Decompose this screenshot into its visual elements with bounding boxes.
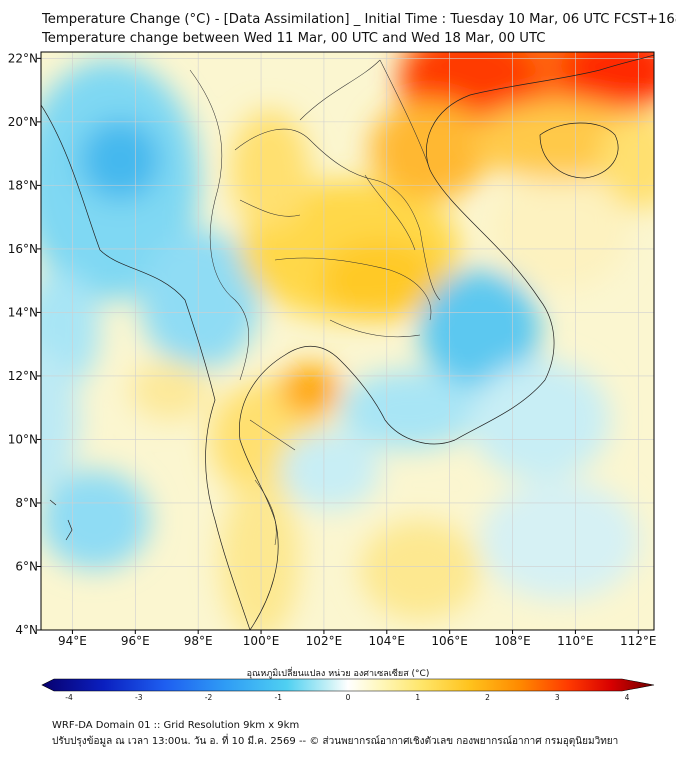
colorbar-tick-label: 1 — [415, 693, 420, 702]
map-title: Temperature Change (°C) - [Data Assimila… — [42, 12, 676, 27]
longitude-tick-label: 94°E — [58, 634, 87, 648]
longitude-tick-label: 110°E — [557, 634, 594, 648]
latitude-tick-label: 20°N — [8, 115, 38, 129]
latitude-tick-label: 12°N — [8, 369, 38, 383]
longitude-tick-label: 98°E — [184, 634, 213, 648]
colorbar-tick-label: 3 — [555, 693, 560, 702]
colorbar-label: อุณหภูมิเปลี่ยนแปลง หน่วย องศาเซลเซียส (… — [246, 669, 430, 679]
footer-credit: ปรับปรุงข้อมูล ณ เวลา 13:00น. วัน อ. ที่… — [52, 736, 619, 747]
latitude-tick-label: 18°N — [8, 178, 38, 192]
colorbar: -4 -3 -2 -1 0 1 2 3 4 — [41, 678, 655, 702]
latitude-tick-label: 22°N — [8, 51, 38, 65]
temperature-field — [41, 52, 654, 630]
colorbar-tick-label: -3 — [135, 693, 143, 702]
map-subtitle: Temperature change between Wed 11 Mar, 0… — [42, 31, 546, 46]
colorbar-tick-label: -1 — [275, 693, 283, 702]
colorbar-tick-label: 4 — [625, 693, 630, 702]
colorbar-tick-label: -4 — [65, 693, 73, 702]
colorbar-tick-label: 0 — [346, 693, 351, 702]
map-frame — [40, 51, 655, 631]
latitude-tick-label: 10°N — [8, 432, 38, 446]
latitude-tick-label: 6°N — [15, 559, 38, 573]
latitude-tick-label: 14°N — [8, 305, 38, 319]
footer-model-info: WRF-DA Domain 01 :: Grid Resolution 9km … — [52, 720, 300, 731]
longitude-tick-label: 106°E — [431, 634, 468, 648]
latitude-ticks: 22°N 20°N 18°N 16°N 14°N 12°N 10°N 8°N 6°N 4°N — [8, 51, 41, 637]
longitude-tick-label: 108°E — [494, 634, 531, 648]
latitude-tick-label: 16°N — [8, 242, 38, 256]
longitude-tick-label: 102°E — [306, 634, 343, 648]
longitude-tick-label: 112°E — [620, 634, 657, 648]
colorbar-tick-label: 2 — [485, 693, 490, 702]
longitude-tick-label: 100°E — [243, 634, 280, 648]
longitude-tick-label: 96°E — [121, 634, 150, 648]
longitude-tick-label: 104°E — [369, 634, 406, 648]
country-borders — [189, 59, 441, 546]
longitude-ticks: 94°E 96°E 98°E 100°E 102°E 104°E 106°E 108°E 110… — [58, 630, 657, 648]
latitude-tick-label: 8°N — [15, 496, 38, 510]
latitude-tick-label: 4°N — [15, 623, 38, 637]
colorbar-tick-label: -2 — [205, 693, 213, 702]
